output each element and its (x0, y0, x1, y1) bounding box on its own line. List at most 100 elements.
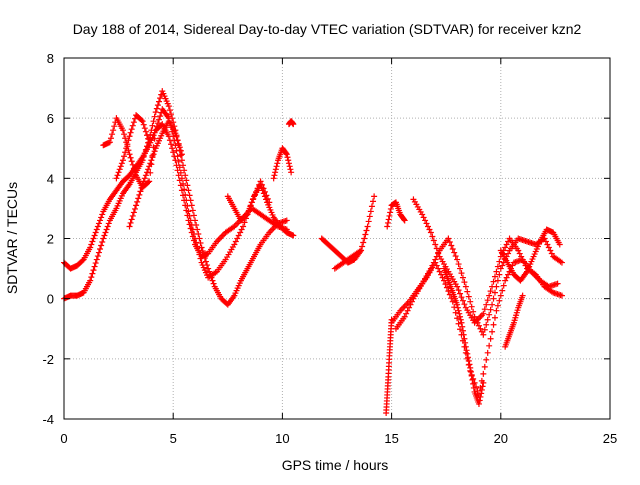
series-track-i (318, 193, 378, 266)
data-point (88, 274, 95, 281)
data-point (285, 160, 292, 167)
data-point (241, 219, 248, 226)
data-point (142, 146, 149, 153)
y-tick-label: 2 (47, 232, 54, 247)
data-point (172, 142, 179, 149)
data-point (462, 339, 469, 346)
data-point (419, 211, 426, 218)
data-point (503, 274, 510, 281)
data-point (249, 196, 256, 203)
x-axis-label: GPS time / hours (282, 457, 389, 473)
data-point (554, 280, 561, 287)
data-point (126, 133, 133, 140)
data-point (89, 270, 96, 277)
data-point (122, 135, 129, 142)
data-point (174, 167, 181, 174)
data-point (367, 208, 374, 215)
tick-layer: 0 5 10 15 20 25 -4 -2 0 2 4 6 8 (42, 51, 617, 446)
data-point (427, 265, 434, 272)
data-point (285, 157, 292, 164)
data-point (361, 235, 368, 242)
data-point (483, 301, 490, 308)
data-point (475, 400, 482, 407)
data-point (502, 244, 509, 251)
data-point (435, 265, 442, 272)
data-point (466, 361, 473, 368)
data-point (384, 223, 391, 230)
data-point (272, 166, 279, 173)
data-point (489, 328, 496, 335)
data-point (146, 139, 153, 146)
data-point (429, 262, 436, 269)
series-track-j (331, 247, 365, 272)
data-point (359, 243, 366, 250)
data-point (487, 335, 494, 342)
data-point (182, 172, 189, 179)
data-point (515, 247, 522, 254)
data-point (499, 262, 506, 269)
data-point (432, 256, 439, 263)
data-point (165, 103, 172, 110)
series-track-q (497, 226, 563, 284)
data-point (547, 247, 554, 254)
data-point (408, 298, 415, 305)
data-point (152, 127, 159, 134)
data-point (433, 245, 440, 252)
data-point (455, 261, 462, 268)
data-point (248, 199, 255, 206)
data-point (384, 219, 391, 226)
data-point (98, 214, 105, 221)
data-point (403, 310, 410, 317)
data-point (209, 277, 216, 284)
data-point (90, 267, 97, 274)
data-point (189, 226, 196, 233)
data-point (368, 203, 375, 210)
data-point (87, 277, 94, 284)
data-point (457, 316, 464, 323)
data-point (79, 257, 86, 264)
data-point (157, 95, 164, 102)
data-point (181, 167, 188, 174)
data-point (110, 127, 117, 134)
data-point (454, 256, 461, 263)
data-point (231, 241, 238, 248)
data-point (178, 151, 185, 158)
data-point (363, 227, 370, 234)
data-point (462, 343, 469, 350)
data-point (185, 187, 192, 194)
data-point (486, 292, 493, 299)
data-point (181, 186, 188, 193)
data-point (387, 205, 394, 212)
series-track-b (61, 88, 290, 308)
data-point (461, 335, 468, 342)
data-point (148, 157, 155, 164)
y-tick-label: 8 (47, 51, 54, 66)
data-point (270, 175, 277, 182)
data-point (195, 247, 202, 254)
data-point (127, 219, 134, 226)
data-point (489, 301, 496, 308)
data-point (188, 221, 195, 228)
data-point (93, 226, 100, 233)
data-point (454, 283, 461, 290)
data-point (130, 165, 137, 172)
series-track-k (383, 316, 395, 416)
data-point (168, 111, 175, 118)
data-point (190, 230, 197, 237)
data-point (168, 141, 175, 148)
data-point (105, 220, 112, 227)
data-point (138, 184, 145, 191)
data-point (490, 295, 497, 302)
data-point (459, 327, 466, 334)
data-point (436, 268, 443, 275)
data-point (106, 139, 113, 146)
data-point (111, 123, 118, 130)
data-point (443, 284, 450, 291)
data-point (123, 145, 130, 152)
data-point (258, 184, 265, 191)
data-point (465, 354, 472, 361)
data-point (451, 249, 458, 256)
data-point (192, 235, 199, 242)
data-point (471, 313, 478, 320)
data-point (95, 220, 102, 227)
